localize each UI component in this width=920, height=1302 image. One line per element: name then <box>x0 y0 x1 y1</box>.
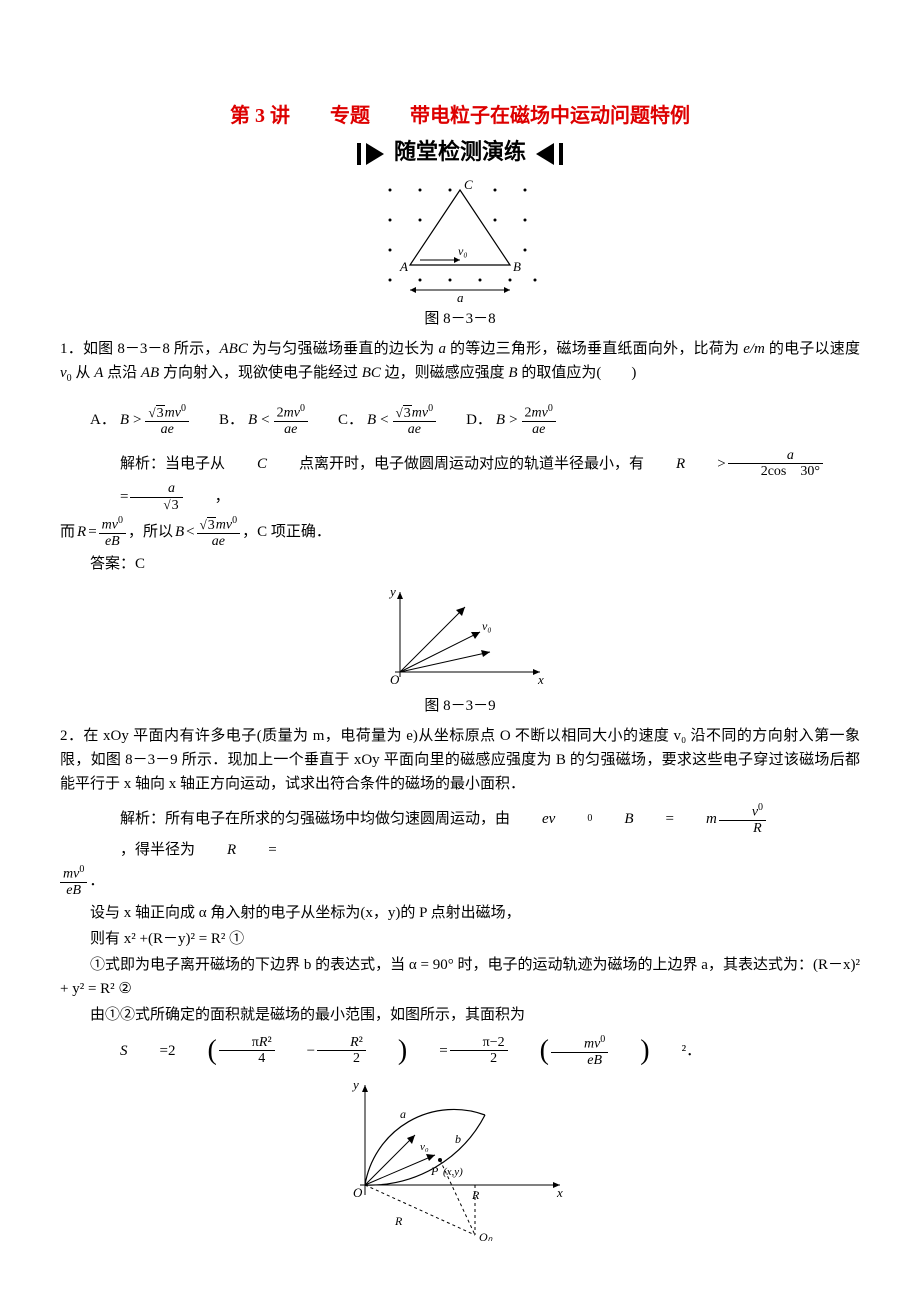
q1-opt-b: B．B< 2mv0ae <box>219 403 308 437</box>
figure-8-3-9-label: 图 8－3－9 <box>60 694 860 718</box>
figure-q2-solution: O x y a b v₀ P (x,y) R R Oₙ <box>60 1075 860 1245</box>
svg-text:R: R <box>471 1188 480 1202</box>
svg-text:P: P <box>430 1164 439 1178</box>
figure-8-3-8-label: 图 8－3－8 <box>60 307 860 331</box>
svg-text:b: b <box>455 1132 461 1146</box>
svg-text:O: O <box>353 1185 363 1200</box>
svg-text:a: a <box>400 1107 406 1121</box>
a-label: a <box>457 290 464 305</box>
svg-text:v₀: v₀ <box>482 619 492 633</box>
svg-text:Oₙ: Oₙ <box>479 1230 493 1244</box>
subtitle-text: 随堂检测演练 <box>394 139 526 164</box>
svg-text:x: x <box>556 1185 563 1200</box>
bar-left <box>357 143 361 165</box>
svg-text:v₀: v₀ <box>420 1141 429 1153</box>
svg-text:R: R <box>394 1214 403 1228</box>
q1-opt-c: C．B< 3mv0ae <box>338 403 436 437</box>
q2-stem: 2．在 xOy 平面内有许多电子(质量为 m，电荷量为 e)从坐标原点 O 不断… <box>60 724 860 796</box>
q1-answer: 答案：C <box>60 552 860 576</box>
svg-text:(x,y): (x,y) <box>443 1166 463 1178</box>
lesson-title: 第 3 讲 专题 带电粒子在磁场中运动问题特例 <box>60 100 860 132</box>
figure-8-3-8: v₀ a A B C <box>60 175 860 305</box>
triangle-right-icon <box>536 143 554 165</box>
q2-sol5: 由①②式所确定的面积就是磁场的最小范围，如图所示，其面积为 <box>60 1003 860 1027</box>
q1-options: A．B> 3mv0ae B．B< 2mv0ae C．B< 3mv0ae D．B>… <box>60 403 860 437</box>
svg-text:y: y <box>388 584 396 599</box>
svg-text:A: A <box>399 259 408 274</box>
q2-sol4: ①式即为电子离开磁场的下边界 b 的表达式，当 α = 90° 时，电子的运动轨… <box>60 953 860 1001</box>
svg-text:B: B <box>513 259 521 274</box>
bar-right <box>559 143 563 165</box>
svg-text:y: y <box>351 1077 359 1092</box>
q1-stem: 1．如图 8－3－8 所示，ABC 为与匀强磁场垂直的边长为 a 的等边三角形，… <box>60 337 860 387</box>
triangle-left-icon <box>366 143 384 165</box>
v0-label: v₀ <box>458 244 468 258</box>
svg-text:O: O <box>390 672 400 687</box>
svg-text:x: x <box>537 672 544 687</box>
q2-solution: 解析：所有电子在所求的匀强磁场中均做匀速圆周运动，由 ev0B=m v0R ，得… <box>60 802 860 1074</box>
q2-sol2: 设与 x 轴正向成 α 角入射的电子从坐标为(x，y)的 P 点射出磁场， <box>60 901 860 925</box>
q1-opt-d: D．B> 2mv0ae <box>466 403 556 437</box>
figure-8-3-9: O x y v₀ <box>60 582 860 692</box>
svg-text:C: C <box>464 177 473 192</box>
q2-area-formula: S=2 ( πR²4 − R²2 ) = π−22 ( mv0eB )²． <box>60 1029 860 1074</box>
q1-opt-a: A．B> 3mv0ae <box>90 403 189 437</box>
q2-sol3: 则有 x² +(R－y)² = R² ① <box>60 927 860 951</box>
subtitle-banner: 随堂检测演练 <box>60 134 860 169</box>
q1-solution: 解析：当电子从 C 点离开时，电子做圆周运动对应的轨道半径最小，有 R> a2c… <box>60 448 860 576</box>
